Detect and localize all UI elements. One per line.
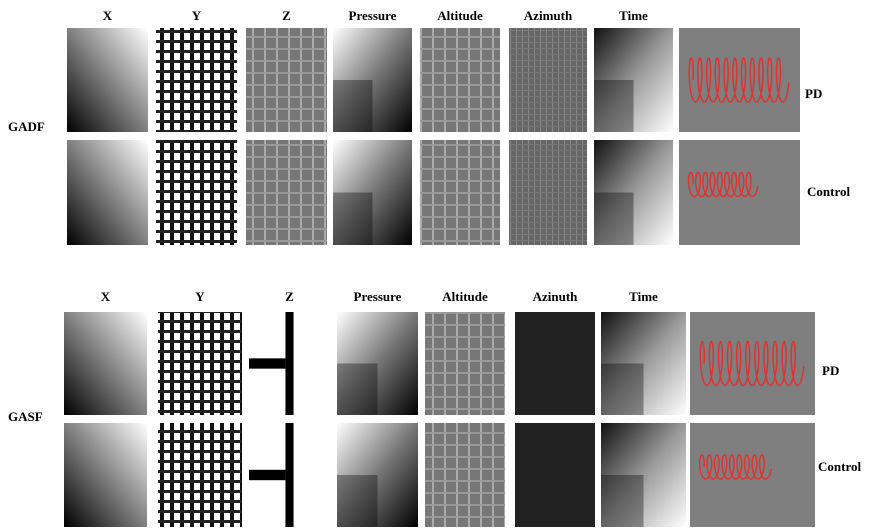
- feature-image: [67, 28, 148, 132]
- feature-image: [158, 423, 242, 527]
- column-header: Time: [619, 8, 648, 23]
- row-label: Control: [807, 184, 850, 199]
- feature-image: [425, 423, 505, 527]
- column-header: Azinuth: [533, 289, 579, 304]
- feature-image: [601, 423, 686, 527]
- column-header: Altitude: [442, 289, 488, 304]
- image-quadrant: [601, 475, 644, 527]
- handwriting-trace: [687, 171, 759, 198]
- feature-image: [64, 312, 147, 415]
- image-quadrant: [594, 192, 634, 245]
- feature-image: [337, 423, 418, 527]
- feature-image: [337, 312, 418, 415]
- column-header: Y: [192, 8, 202, 23]
- handwriting-trace: [688, 56, 790, 103]
- panel-label: GASF: [8, 409, 43, 424]
- feature-image: [64, 423, 147, 527]
- column-header: Altitude: [437, 8, 483, 23]
- column-header: Azimuth: [524, 8, 573, 23]
- column-header: Time: [629, 289, 658, 304]
- feature-image: [509, 140, 587, 245]
- feature-image: [509, 28, 587, 132]
- feature-image: [156, 28, 237, 132]
- feature-image: [158, 312, 242, 415]
- column-header: Z: [282, 8, 291, 23]
- column-header: Pressure: [349, 8, 397, 23]
- image-quadrant: [337, 363, 378, 415]
- handwriting-image: [679, 28, 800, 132]
- handwriting-trace: [698, 454, 773, 480]
- handwriting-image: [690, 423, 815, 527]
- feature-image: [601, 312, 686, 415]
- feature-image: [425, 312, 505, 415]
- feature-image: [333, 28, 412, 132]
- column-header: Y: [195, 289, 205, 304]
- feature-image: [246, 28, 327, 132]
- image-quadrant: [337, 475, 378, 527]
- feature-image: [156, 140, 237, 245]
- feature-image: [420, 28, 500, 132]
- image-block: [285, 423, 294, 527]
- feature-image: [333, 140, 412, 245]
- feature-image: [594, 140, 673, 245]
- column-header: X: [103, 8, 113, 23]
- image-quadrant: [594, 80, 634, 132]
- panel-label: GADF: [8, 119, 45, 134]
- feature-image: [594, 28, 673, 132]
- image-block: [285, 312, 294, 415]
- feature-image: [67, 140, 148, 245]
- feature-image: [515, 312, 595, 415]
- row-label: PD: [805, 86, 822, 101]
- image-block: [249, 469, 286, 481]
- feature-image: [515, 423, 595, 527]
- handwriting-image: [679, 140, 800, 245]
- row-label: Control: [818, 459, 861, 474]
- image-quadrant: [333, 80, 373, 132]
- column-header: Pressure: [354, 289, 402, 304]
- column-header: X: [101, 289, 111, 304]
- column-header: Z: [285, 289, 294, 304]
- image-quadrant: [601, 363, 644, 415]
- feature-image: [246, 140, 327, 245]
- row-label: PD: [822, 363, 839, 378]
- image-block: [249, 358, 286, 369]
- feature-image: [420, 140, 500, 245]
- image-quadrant: [333, 192, 373, 245]
- handwriting-image: [690, 312, 815, 415]
- handwriting-trace: [699, 340, 805, 387]
